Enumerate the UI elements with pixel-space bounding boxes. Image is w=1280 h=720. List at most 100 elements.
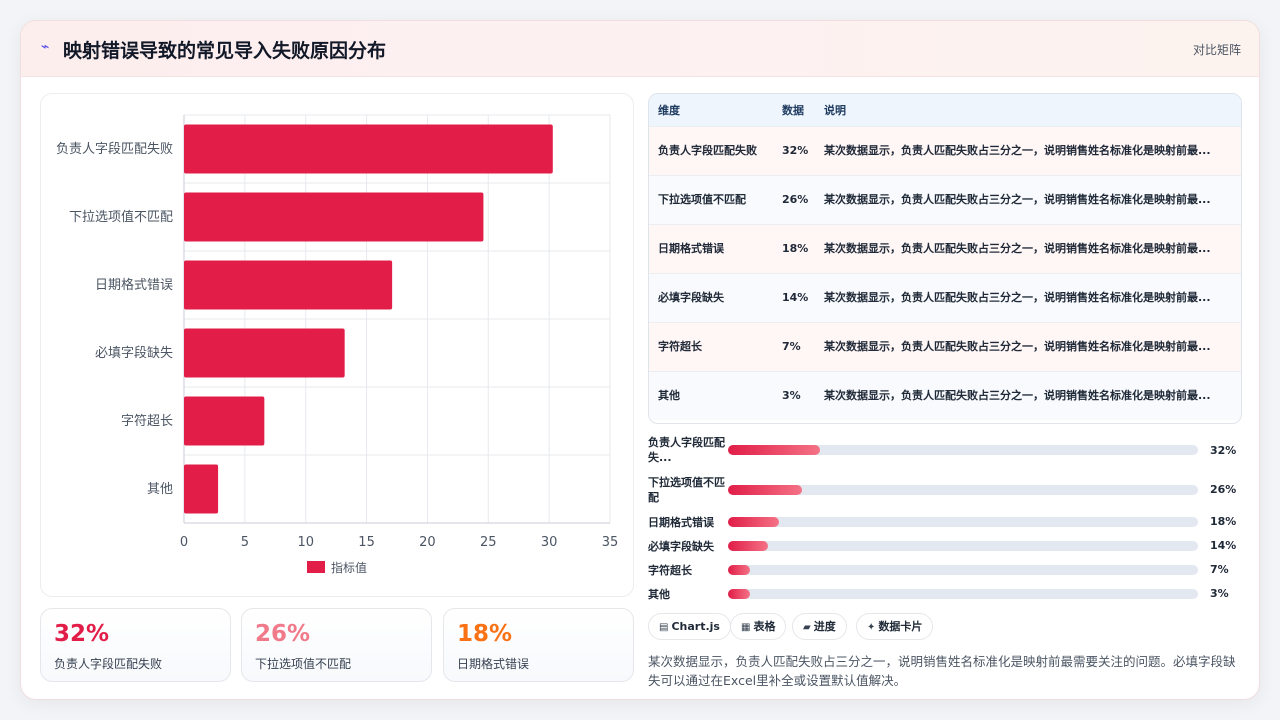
bar-chart-panel: 负责人字段匹配失败下拉选项值不匹配日期格式错误 必填字段缺失字符超长其他 0 5 10 1…: [40, 93, 634, 597]
chip-label: 数据卡片: [878, 620, 923, 633]
x-tick-label: 25: [480, 535, 497, 550]
x-tick-label: 20: [419, 535, 436, 550]
x-tick-label: 15: [358, 535, 375, 550]
progress-row: 字符超长 7%: [648, 563, 1242, 587]
table-header-row: 维度 数据 说明: [649, 94, 1241, 126]
category-label: 负责人字段匹配失败: [56, 142, 173, 157]
cell-desc: 某次数据显示，负责人匹配失败占三分之一，说明销售姓名标准化是映射前最...: [824, 143, 1211, 157]
cell-dim: 下拉选项值不匹配: [658, 192, 746, 206]
chip-label: 进度: [813, 620, 836, 633]
cell-dim: 其他: [658, 388, 680, 402]
cell-desc: 某次数据显示，负责人匹配失败占三分之一，说明销售姓名标准化是映射前最...: [824, 192, 1211, 206]
progress-label: 负责人字段匹配失...: [648, 436, 725, 464]
kpi-card-2: 26% 下拉选项值不匹配: [241, 608, 432, 682]
header-desc: 说明: [824, 103, 846, 117]
chart-icon: ⌁: [41, 39, 50, 55]
progress-track: [728, 517, 1198, 527]
kpi-label: 下拉选项值不匹配: [255, 657, 352, 671]
header-val: 数据: [782, 103, 804, 117]
x-tick-label: 10: [297, 535, 314, 550]
bar: [184, 328, 345, 378]
progress-label: 必填字段缺失: [648, 540, 714, 553]
progress-icon: ▰: [803, 622, 811, 633]
progress-fill: [728, 541, 768, 551]
chip-progress[interactable]: ▰ 进度: [792, 613, 847, 640]
page-title: 映射错误导致的常见导入失败原因分布: [63, 40, 387, 62]
kpi-card-1: 32% 负责人字段匹配失败: [40, 608, 231, 682]
chip-data-card[interactable]: ✦ 数据卡片: [856, 613, 934, 640]
table-icon: ▦: [741, 622, 751, 633]
category-label: 日期格式错误: [95, 277, 173, 293]
cell-dim: 负责人字段匹配失败: [658, 143, 757, 157]
x-tick-label: 30: [541, 535, 558, 550]
cell-desc: 某次数据显示，负责人匹配失败占三分之一，说明销售姓名标准化是映射前最...: [824, 339, 1211, 353]
table-row: 日期格式错误 18% 某次数据显示，负责人匹配失败占三分之一，说明销售姓名标准化…: [649, 224, 1241, 273]
category-label: 下拉选项值不匹配: [69, 209, 173, 225]
progress-value: 18%: [1210, 515, 1237, 528]
cell-val: 18%: [782, 241, 809, 255]
cell-dim: 字符超长: [658, 339, 702, 353]
chip-label: Chart.js: [671, 620, 720, 633]
chip-table[interactable]: ▦ 表格: [730, 613, 787, 640]
chip-chartjs[interactable]: ▤ Chart.js: [648, 613, 731, 640]
cell-dim: 日期格式错误: [658, 241, 724, 255]
progress-label: 字符超长: [648, 564, 692, 577]
cell-desc: 某次数据显示，负责人匹配失败占三分之一，说明销售姓名标准化是映射前最...: [824, 388, 1211, 402]
progress-track: [728, 565, 1198, 575]
x-tick-label: 0: [180, 535, 188, 550]
progress-row: 其他 3%: [648, 587, 1242, 611]
kpi-label: 负责人字段匹配失败: [54, 657, 163, 671]
progress-label: 下拉选项值不匹配: [648, 476, 725, 504]
sparkle-icon: ✦: [867, 622, 876, 633]
kpi-value: 32%: [54, 621, 110, 647]
progress-row: 下拉选项值不匹配 26%: [648, 475, 1242, 504]
progress-track: [728, 445, 1198, 455]
progress-row: 负责人字段匹配失... 32%: [648, 435, 1242, 464]
kpi-value: 26%: [255, 621, 311, 647]
progress-track: [728, 541, 1198, 551]
progress-track: [728, 485, 1198, 495]
summary-note: 某次数据显示，负责人匹配失败占三分之一，说明销售姓名标准化是映射前最需要关注的问…: [648, 654, 1236, 688]
header-dim: 维度: [658, 103, 680, 117]
progress-value: 26%: [1210, 483, 1237, 496]
header: ⌁ 映射错误导致的常见导入失败原因分布 对比矩阵: [21, 21, 1259, 77]
table-row: 字符超长 7% 某次数据显示，负责人匹配失败占三分之一，说明销售姓名标准化是映射…: [649, 322, 1241, 371]
bar: [184, 124, 553, 174]
cell-val: 26%: [782, 192, 809, 206]
bar: [184, 396, 265, 446]
data-table: 维度 数据 说明 负责人字段匹配失败 32% 某次数据显示，负责人匹配失败占三分…: [648, 93, 1242, 424]
cell-val: 32%: [782, 143, 809, 157]
progress-fill: [728, 485, 803, 495]
kpi-value: 18%: [457, 621, 513, 647]
progress-track: [728, 589, 1198, 599]
bar: [184, 260, 393, 310]
cell-val: 14%: [782, 290, 809, 304]
progress-label: 其他: [648, 588, 670, 601]
cell-val: 3%: [782, 388, 801, 402]
legend-label: 指标值: [331, 560, 367, 575]
kpi-card-3: 18% 日期格式错误: [443, 608, 634, 682]
progress-row: 日期格式错误 18%: [648, 515, 1242, 539]
progress-fill: [728, 589, 751, 599]
x-tick-label: 5: [241, 535, 249, 550]
category-label: 其他: [147, 482, 173, 497]
progress-value: 14%: [1210, 539, 1237, 552]
category-label: 字符超长: [121, 413, 173, 429]
progress-value: 7%: [1210, 563, 1229, 576]
chip-label: 表格: [753, 620, 776, 633]
chart-icon: ▤: [659, 622, 669, 633]
legend-swatch: [307, 561, 325, 573]
bar: [184, 464, 219, 514]
cell-desc: 某次数据显示，负责人匹配失败占三分之一，说明销售姓名标准化是映射前最...: [824, 241, 1211, 255]
progress-row: 必填字段缺失 14%: [648, 539, 1242, 563]
category-label: 必填字段缺失: [95, 346, 173, 361]
bar: [184, 192, 484, 242]
progress-value: 32%: [1210, 444, 1237, 457]
progress-label: 日期格式错误: [648, 516, 714, 529]
progress-fill: [728, 565, 751, 575]
progress-fill: [728, 517, 780, 527]
table-row: 下拉选项值不匹配 26% 某次数据显示，负责人匹配失败占三分之一，说明销售姓名标…: [649, 175, 1241, 224]
table-row: 必填字段缺失 14% 某次数据显示，负责人匹配失败占三分之一，说明销售姓名标准化…: [649, 273, 1241, 322]
cell-val: 7%: [782, 339, 801, 353]
compare-matrix-label[interactable]: 对比矩阵: [1192, 43, 1241, 57]
